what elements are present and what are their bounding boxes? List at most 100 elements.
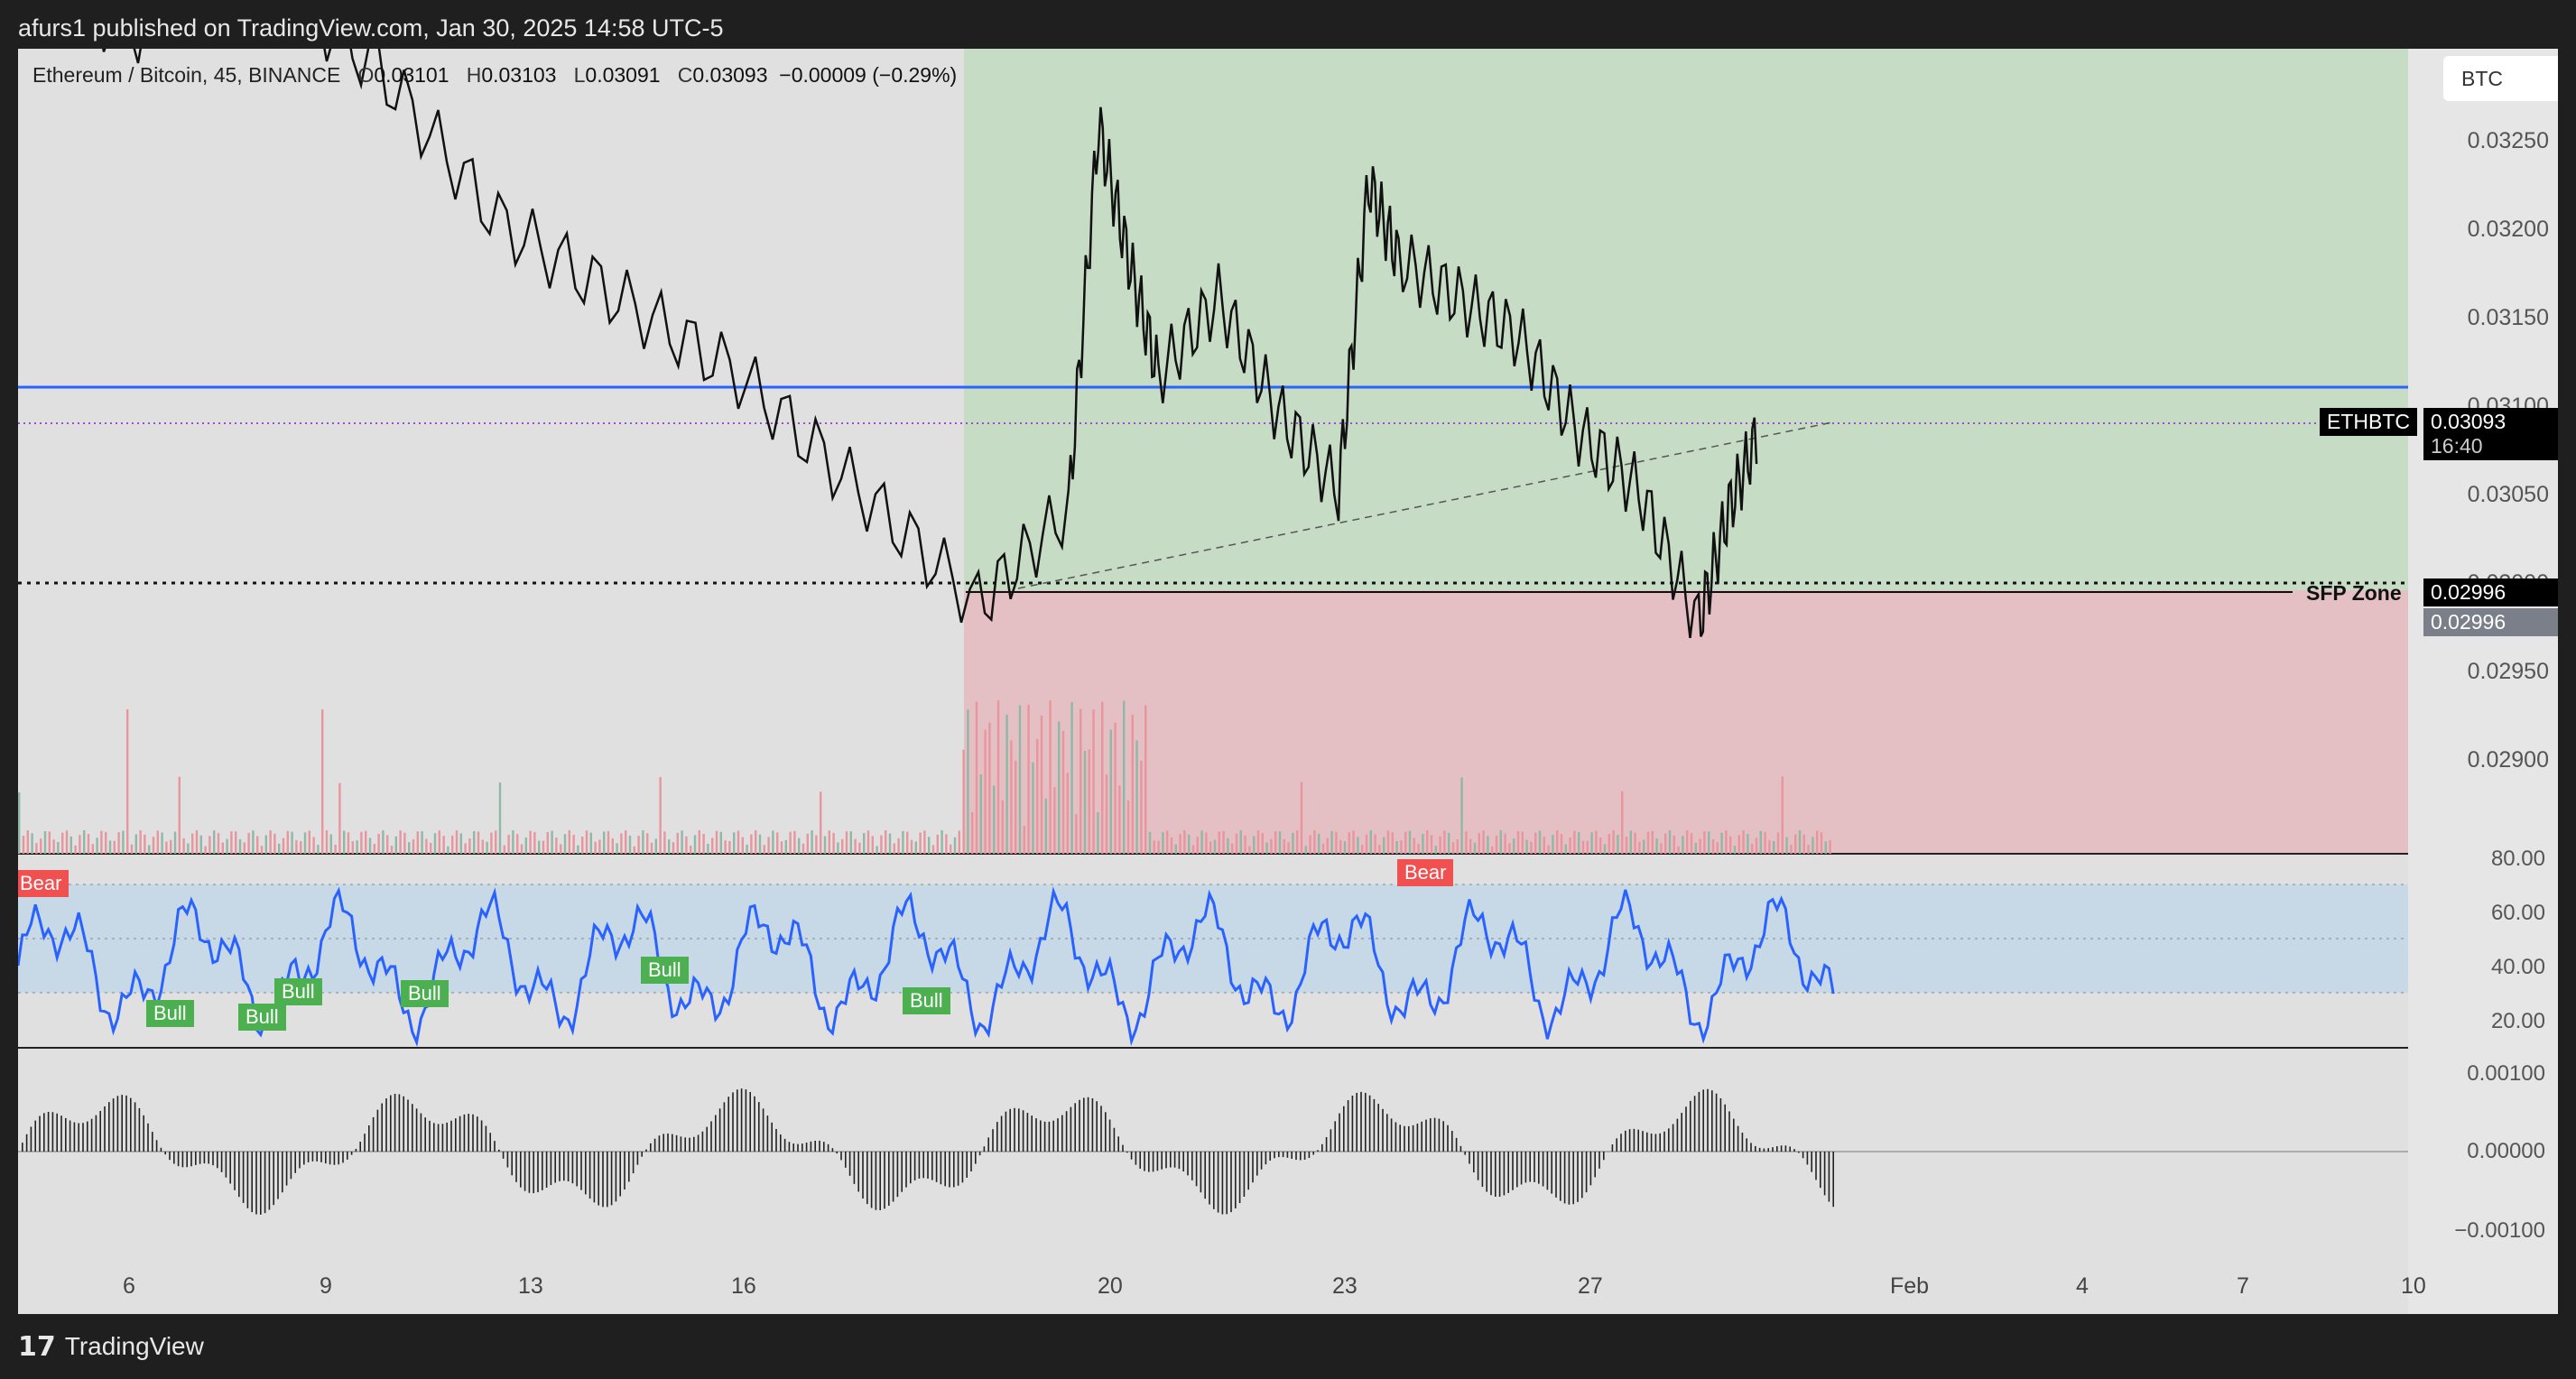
volume-bar: [1729, 836, 1732, 854]
volume-bar: [1123, 700, 1126, 854]
volume-bar: [87, 834, 90, 854]
volume-bar: [1590, 831, 1593, 854]
volume-bar: [1131, 714, 1134, 854]
volume-bar: [338, 782, 341, 854]
volume-bar: [226, 838, 228, 854]
volume-bar: [988, 722, 991, 854]
volume-bar: [321, 709, 324, 854]
volume-bar: [1162, 832, 1164, 854]
volume-bar: [945, 834, 948, 854]
volume-bar: [979, 774, 982, 854]
volume-bar: [931, 845, 935, 854]
volume-bar: [823, 836, 827, 854]
volume-bar: [238, 838, 242, 854]
volume-bar: [1625, 837, 1628, 854]
volume-bar: [295, 839, 298, 854]
volume-bar: [1101, 701, 1104, 854]
symbol-legend: Ethereum / Bitcoin, 45, BINANCE O0.03101…: [32, 63, 957, 88]
volume-bar: [117, 832, 120, 854]
volume-bar: [910, 839, 913, 854]
legend-h-value: 0.03103: [481, 63, 557, 87]
chart-frame[interactable]: Ethereum / Bitcoin, 45, BINANCE O0.03101…: [18, 49, 2558, 1314]
volume-bar: [1478, 833, 1480, 854]
volume-bar: [1227, 838, 1229, 854]
volume-bar: [1049, 700, 1052, 854]
volume-bar: [139, 830, 142, 854]
volume-bar: [1513, 838, 1515, 854]
volume-bar: [1023, 826, 1025, 854]
volume-bar: [96, 838, 98, 854]
volume-bar: [1283, 838, 1285, 854]
chart-canvas[interactable]: [18, 49, 2558, 1314]
volume-bar: [1015, 760, 1017, 854]
volume-bar: [802, 843, 805, 854]
volume-bar: [1369, 830, 1372, 854]
volume-bar: [152, 837, 155, 854]
volume-bar: [1300, 782, 1303, 854]
volume-bar: [941, 830, 943, 854]
volume-bar: [866, 830, 870, 854]
volume-bar: [1694, 842, 1697, 854]
volume-bar: [871, 836, 874, 854]
volume-bar: [52, 839, 55, 854]
volume-bar: [563, 834, 567, 854]
currency-button[interactable]: BTC: [2443, 56, 2558, 101]
volume-bar: [1573, 830, 1576, 854]
volume-bar: [1239, 830, 1242, 854]
volume-bar: [165, 841, 168, 854]
volume-bar: [581, 837, 584, 854]
volume-bar: [221, 842, 224, 854]
volume-bar: [690, 846, 692, 854]
volume-bar: [906, 831, 909, 854]
volume-bar: [646, 833, 649, 854]
volume-bar: [975, 701, 978, 854]
volume-bar: [1114, 722, 1117, 854]
volume-bar: [408, 842, 411, 854]
volume-bar: [1686, 830, 1689, 854]
volume-bar: [187, 843, 190, 854]
volume-bar: [828, 830, 830, 854]
volume-bar: [832, 832, 835, 854]
volume-bar: [984, 729, 987, 854]
volume-bar: [1456, 839, 1459, 854]
volume-bar: [208, 836, 211, 854]
volume-bar: [368, 838, 372, 854]
volume-bar: [43, 830, 47, 854]
rsi-tick: 20.00: [2490, 1009, 2545, 1033]
osc-tick: 0.00100: [2467, 1061, 2545, 1086]
volume-bar: [31, 833, 33, 854]
volume-bar: [1391, 832, 1394, 854]
volume-bar: [1118, 785, 1121, 854]
volume-bar: [161, 832, 163, 854]
bear-label: Bear: [1397, 859, 1454, 886]
volume-bar: [715, 830, 718, 854]
tradingview-logo-icon[interactable]: 𝟭𝟳: [18, 1331, 56, 1362]
legend-o-value: 0.03101: [374, 63, 449, 87]
volume-bar: [572, 834, 575, 854]
volume-bar: [79, 835, 81, 854]
volume-bar: [1612, 830, 1615, 854]
volume-bar: [1001, 800, 1004, 854]
volume-bar: [1404, 831, 1407, 854]
volume-bar: [1638, 841, 1641, 854]
price-tick: 0.03250: [2467, 128, 2549, 153]
volume-bar: [507, 834, 510, 854]
volume-bar: [1097, 811, 1099, 854]
volume-bar: [1699, 838, 1701, 854]
volume-bar: [1188, 834, 1191, 854]
volume-bar: [685, 836, 688, 854]
volume-bar: [1443, 830, 1446, 854]
volume-bar: [1209, 841, 1212, 854]
volume-bar: [603, 831, 606, 854]
sfp-zone-label: SFP Zone: [2306, 581, 2402, 605]
volume-bar: [260, 846, 264, 854]
volume-bar: [551, 830, 553, 854]
bull-label: Bull: [146, 1000, 194, 1027]
volume-bar: [1499, 830, 1502, 854]
volume-bar: [1581, 840, 1585, 854]
volume-bar: [317, 845, 320, 854]
volume-bar: [1036, 738, 1039, 854]
volume-bar: [659, 777, 662, 854]
price-scale[interactable]: 0.03250 0.03200 0.03150 0.03100 0.03050 …: [2408, 49, 2558, 1314]
volume-bar: [1109, 729, 1112, 854]
